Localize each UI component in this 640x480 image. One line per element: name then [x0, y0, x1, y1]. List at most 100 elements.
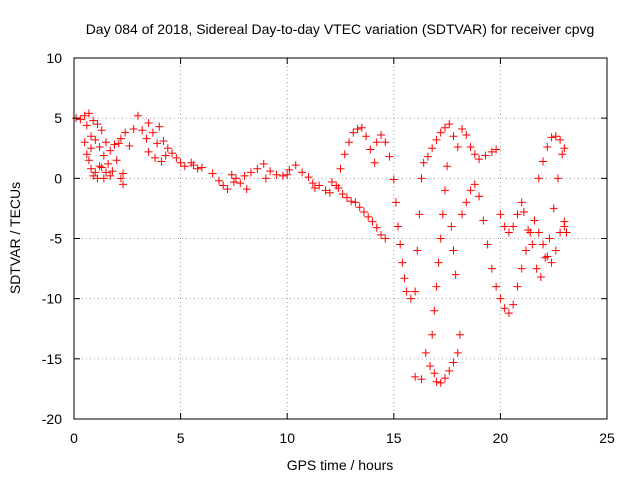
data-point [440, 186, 449, 195]
data-point [462, 198, 471, 207]
data-point [168, 149, 177, 158]
data-point [189, 161, 198, 170]
data-point [372, 223, 381, 232]
data-point [229, 177, 238, 186]
data-point [411, 287, 420, 296]
data-point [340, 150, 349, 159]
data-point [377, 230, 386, 239]
data-point [87, 132, 96, 141]
data-point [517, 198, 526, 207]
data-point [91, 168, 100, 177]
data-point [394, 222, 403, 231]
data-point [108, 167, 117, 176]
data-point [402, 287, 411, 296]
data-marks [72, 109, 571, 387]
data-point [381, 234, 390, 243]
data-point [377, 131, 386, 140]
data-point [458, 210, 467, 219]
data-point [547, 133, 556, 142]
data-point [455, 330, 464, 339]
y-tick-label: -5 [50, 231, 63, 247]
data-point [487, 147, 496, 156]
data-point [114, 139, 123, 148]
data-point [496, 294, 505, 303]
data-point [528, 240, 537, 249]
data-point [84, 109, 93, 118]
chart-title: Day 084 of 2018, Sidereal Day-to-day VTE… [86, 21, 595, 37]
data-point [219, 181, 228, 190]
data-point [232, 174, 241, 183]
data-point [155, 122, 164, 131]
plot-frame [73, 57, 608, 420]
data-point [423, 152, 432, 161]
data-point [500, 222, 509, 231]
data-point [261, 174, 270, 183]
data-point [543, 143, 552, 152]
data-point [539, 157, 548, 166]
data-point [553, 174, 562, 183]
data-point [534, 228, 543, 237]
data-point [112, 156, 121, 165]
data-point [163, 144, 172, 153]
data-point [549, 204, 558, 213]
data-point [466, 186, 475, 195]
data-point [391, 198, 400, 207]
data-point [504, 228, 513, 237]
data-point [227, 170, 236, 179]
data-point [332, 181, 341, 190]
data-point [106, 146, 115, 155]
data-point [308, 179, 317, 188]
data-point [428, 144, 437, 153]
data-point [449, 132, 458, 141]
data-point [278, 171, 287, 180]
data-point [430, 306, 439, 315]
data-point [521, 246, 530, 255]
data-point [406, 294, 415, 303]
data-point [368, 217, 377, 226]
data-point [453, 143, 462, 152]
data-point [411, 372, 420, 381]
data-point [492, 145, 501, 154]
data-point [443, 162, 452, 171]
data-point [89, 171, 98, 180]
data-point [110, 140, 119, 149]
data-point [445, 120, 454, 129]
data-point [345, 138, 354, 147]
data-point [481, 151, 490, 160]
data-point [291, 161, 300, 170]
data-point [97, 163, 106, 172]
data-point [545, 234, 554, 243]
data-point [453, 348, 462, 357]
data-point [298, 168, 307, 177]
data-point [236, 179, 245, 188]
data-point [89, 116, 98, 125]
data-point [259, 159, 268, 168]
data-point [119, 169, 128, 178]
data-point [551, 132, 560, 141]
data-point [106, 171, 115, 180]
data-point [84, 156, 93, 165]
data-point [419, 158, 428, 167]
data-point [76, 115, 85, 124]
data-point [479, 216, 488, 225]
data-point [151, 153, 160, 162]
data-point [400, 274, 409, 283]
data-point [430, 369, 439, 378]
data-point [434, 258, 443, 267]
data-point [144, 147, 153, 156]
data-point [389, 175, 398, 184]
data-point [541, 253, 550, 262]
data-point [80, 111, 89, 120]
data-point [428, 330, 437, 339]
data-point [398, 258, 407, 267]
data-point [532, 264, 541, 273]
y-tick-label: -15 [42, 351, 62, 367]
data-point [509, 300, 518, 309]
data-point [364, 212, 373, 221]
data-point [413, 246, 422, 255]
data-point [104, 159, 113, 168]
data-point [513, 282, 522, 291]
data-point [336, 164, 345, 173]
data-point [462, 131, 471, 140]
